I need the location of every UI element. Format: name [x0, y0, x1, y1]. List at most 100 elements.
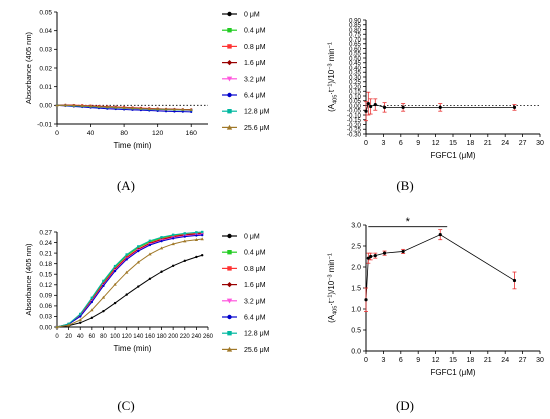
panel-c-data-point — [137, 245, 140, 248]
panel-d-y-tick-label: 1.5 — [351, 285, 361, 292]
panel-b-y-tick-label: -0.10 — [347, 112, 362, 119]
panel-c-legend-item: 25.6 μM — [222, 346, 270, 354]
panel-d-x-tick-label: 6 — [399, 357, 403, 364]
panel-a-legend-item: 0 μM — [222, 12, 260, 19]
panel-b-y-tick-label: 0.65 — [349, 41, 362, 48]
panel-c-series-line — [56, 233, 203, 328]
panel-c-x-axis-label: Time (min) — [114, 344, 152, 353]
panel-c-legend-label: 3.2 μM — [244, 298, 266, 305]
panel-a-x-axis-label: Time (min) — [114, 141, 152, 150]
panel-a-legend-marker — [227, 11, 232, 17]
panel-c-x-tick-label: 200 — [168, 334, 179, 340]
panel-a-legend-marker — [227, 92, 232, 98]
panel-c-data-point — [200, 254, 204, 257]
panel-a-x-tick-label: 0 — [55, 130, 59, 137]
panel-b-x-axis-label: FGFC1 (μM) — [430, 151, 475, 160]
panel-c-legend-item: 0.8 μM — [222, 266, 266, 273]
panel-c-legend-label: 12.8 μM — [244, 331, 270, 338]
panel-d-x-tick-label: 21 — [484, 357, 492, 364]
panel-a-x-tick-label: 80 — [120, 130, 128, 137]
panel-b-y-tick-label: 0.00 — [349, 103, 362, 110]
panel-c-x-tick-label: 240 — [191, 334, 202, 340]
panel-c-y-axis-label: Absorbance (405 nm) — [24, 243, 33, 316]
panel-c-x-tick-label: 160 — [145, 334, 156, 340]
panel-d-data-point — [364, 298, 368, 302]
panel-b-data-point — [401, 105, 405, 109]
panel-d-x-tick-label: 15 — [449, 357, 457, 364]
panel-c-data-point — [171, 233, 175, 237]
panel-a-legend-label: 0.4 μM — [244, 28, 266, 35]
panel-c-data-point — [102, 284, 105, 288]
panel-c-x-tick-label: 100 — [110, 334, 121, 340]
panel-d-y-axis-label: (A405·t−1)/10−3 min−1 — [327, 253, 339, 323]
panel-b-x-tick-label: 30 — [536, 140, 544, 147]
panel-c-legend-marker — [226, 298, 233, 304]
panel-c-series-line — [56, 254, 203, 328]
panel-d-x-tick-label: 12 — [432, 357, 440, 364]
panel-c-data-point — [102, 279, 105, 283]
panel-d-chart: 0.0 0.5 1.0 1.5 2.0 2.5 3.0 0 3 6 9 12 15 18 21 24 27 30 F… — [327, 216, 544, 377]
panel-a-legend-item: 6.4 μM — [222, 93, 266, 100]
panel-d-y-tick-label: 3.0 — [351, 222, 361, 229]
panel-c-series-line — [56, 232, 203, 328]
panel-b-x-tick-label: 15 — [449, 140, 457, 147]
panel-c-series-line — [56, 238, 203, 328]
panel-a-legend-item: 12.8 μM — [222, 109, 270, 116]
panel-b-data-point — [373, 102, 377, 107]
panel-a-y-tick-label: 0.02 — [39, 65, 52, 72]
panel-a-data-point — [97, 105, 101, 108]
panel-a-y-tick-label: -0.01 — [37, 121, 52, 128]
panel-c-data-point — [79, 312, 82, 316]
panel-c-series-1 — [55, 231, 204, 329]
panel-c-data-point — [90, 296, 94, 299]
panel-a-data-point — [72, 103, 76, 107]
panel-a-data-point — [88, 104, 93, 108]
panel-b-y-tick-label: -0.15 — [347, 117, 362, 124]
panel-c-data-point — [90, 308, 94, 312]
panel-c-data-point — [160, 270, 163, 273]
panel-b-x-tick-label: 18 — [467, 140, 475, 147]
panel-a-data-point — [130, 106, 135, 110]
panel-a-legend-marker — [227, 109, 232, 114]
panel-c-x-tick-label: 120 — [122, 334, 133, 340]
panel-b-y-tick-label: 0.50 — [349, 55, 362, 62]
panel-c-series-line — [56, 231, 203, 328]
panel-a-data-point — [172, 107, 177, 111]
panel-c-data-point — [125, 293, 128, 296]
panel-c-data-point — [195, 231, 198, 234]
panel-b-chart: -0.30-0.25-0.20-0.15-0.10-0.050.000.050.… — [327, 17, 544, 160]
panel-b-data-point — [512, 105, 517, 109]
panel-a-legend-label: 0 μM — [244, 12, 260, 19]
panel-d-significance-star: * — [406, 216, 411, 228]
panel-d-x-tick-label: 9 — [416, 357, 420, 364]
panel-c-data-point — [55, 325, 59, 329]
panel-a-y-tick-label: 0.04 — [39, 28, 52, 35]
panel-a-legend-item: 25.6 μM — [222, 124, 270, 132]
panel-b-data-point — [364, 109, 368, 113]
panel-b-y-tick-label: -0.30 — [347, 131, 362, 138]
panel-c-y-tick-label: 0.18 — [39, 261, 52, 268]
panel-c-y-tick-label: 0.27 — [39, 229, 52, 236]
panel-c-data-point — [137, 249, 140, 253]
panel-a-data-point — [55, 103, 59, 107]
panel-c-data-point — [183, 259, 186, 263]
panel-c-series-2 — [55, 231, 204, 329]
panel-c-x-tick-label: 140 — [133, 334, 144, 340]
panel-a-y-tick-label: 0.03 — [39, 47, 52, 54]
panel-a-y-axis-label: Absorbance (405 nm) — [24, 31, 33, 104]
panel-d-x-tick-label: 3 — [381, 357, 385, 364]
panel-a-legend-label: 12.8 μM — [244, 109, 270, 116]
panel-a-legend-label: 25.6 μM — [244, 125, 270, 132]
panel-d-data-point — [382, 251, 387, 255]
panel-b-y-tick-label: 0.55 — [349, 51, 362, 58]
panel-a-legend-marker — [227, 44, 232, 49]
panel-c-x-tick-label: 220 — [180, 334, 191, 340]
panel-c-data-point — [200, 237, 204, 241]
panel-c-data-point — [195, 234, 198, 237]
panel-c-data-point — [159, 246, 164, 250]
panel-a-legend-marker — [226, 76, 233, 82]
panel-a-data-point — [105, 105, 109, 109]
panel-a-legend-marker — [226, 60, 233, 66]
panel-c-data-point — [125, 258, 128, 261]
panel-c-legend-label: 0.4 μM — [244, 250, 266, 257]
